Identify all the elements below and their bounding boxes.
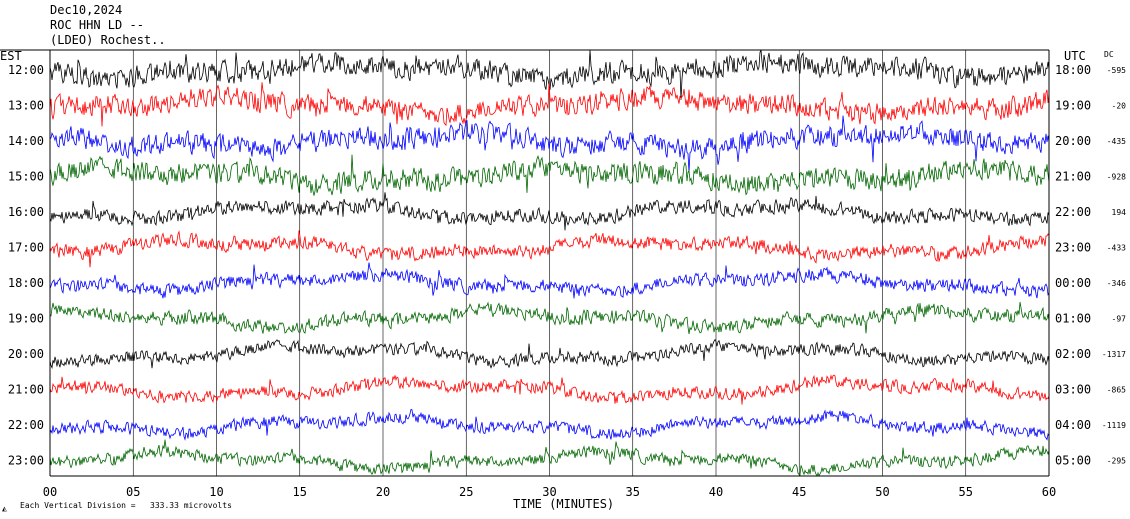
utc-label-0: 18:00 bbox=[1055, 63, 1091, 77]
utc-axis-title: UTC bbox=[1064, 49, 1086, 63]
plot-axes bbox=[0, 49, 1050, 477]
x-tick-label-00: 00 bbox=[43, 485, 57, 499]
x-tick-labels: 00 05 10 15 20 25 30 35 40 45 50 55 60 bbox=[43, 485, 1056, 499]
dc-label-9: -865 bbox=[1107, 386, 1126, 395]
dc-label-10: -1119 bbox=[1102, 421, 1126, 430]
trace-6 bbox=[49, 262, 1050, 299]
est-label-7: 19:00 bbox=[8, 312, 44, 326]
x-tick-label-10: 10 bbox=[209, 485, 223, 499]
est-label-1: 13:00 bbox=[8, 99, 44, 113]
trace-5 bbox=[49, 230, 1050, 268]
trace-10 bbox=[49, 408, 1050, 441]
logo-mark: ◭ bbox=[2, 504, 7, 513]
x-tick-label-05: 05 bbox=[126, 485, 140, 499]
est-label-9: 21:00 bbox=[8, 383, 44, 397]
dc-label-2: -435 bbox=[1107, 137, 1126, 146]
est-label-6: 18:00 bbox=[8, 276, 44, 290]
utc-label-3: 21:00 bbox=[1055, 170, 1091, 184]
est-label-0: 12:00 bbox=[8, 63, 44, 77]
utc-label-1: 19:00 bbox=[1055, 99, 1091, 113]
est-axis-title: EST bbox=[0, 49, 22, 63]
utc-label-9: 03:00 bbox=[1055, 383, 1091, 397]
dc-label-6: -346 bbox=[1107, 279, 1126, 288]
x-tick-label-25: 25 bbox=[459, 485, 473, 499]
x-axis-label: TIME (MINUTES) bbox=[513, 497, 614, 511]
est-label-10: 22:00 bbox=[8, 418, 44, 432]
est-label-2: 14:00 bbox=[8, 134, 44, 148]
dc-label-5: -433 bbox=[1107, 244, 1126, 253]
trace-2 bbox=[49, 115, 1050, 173]
est-label-11: 23:00 bbox=[8, 454, 44, 468]
dc-label-0: -595 bbox=[1107, 66, 1126, 75]
est-label-3: 15:00 bbox=[8, 170, 44, 184]
x-tick-label-20: 20 bbox=[376, 485, 390, 499]
trace-7 bbox=[49, 301, 1050, 335]
trace-11 bbox=[49, 439, 1050, 477]
dc-label-8: -1317 bbox=[1102, 350, 1126, 359]
x-tick-label-40: 40 bbox=[709, 485, 723, 499]
x-tick-label-55: 55 bbox=[959, 485, 973, 499]
utc-label-2: 20:00 bbox=[1055, 134, 1091, 148]
dc-label-11: -295 bbox=[1107, 457, 1126, 466]
x-tick-label-50: 50 bbox=[875, 485, 889, 499]
est-label-8: 20:00 bbox=[8, 347, 44, 361]
scale-value: 333.33 microvolts bbox=[150, 501, 232, 510]
time-gridlines bbox=[132, 50, 967, 476]
dc-axis-title: DC bbox=[1104, 50, 1114, 59]
trace-9 bbox=[49, 374, 1050, 405]
trace-1 bbox=[49, 82, 1050, 127]
seismic-traces bbox=[49, 49, 1050, 477]
scale-prefix: Each Vertical Division = bbox=[20, 501, 136, 510]
trace-4 bbox=[49, 192, 1050, 231]
est-label-5: 17:00 bbox=[8, 241, 44, 255]
est-hour-labels: 12:00 13:00 14:00 15:00 16:00 17:00 18:00 19:00… bbox=[8, 63, 44, 468]
trace-3 bbox=[49, 154, 1050, 196]
x-tick-label-30: 30 bbox=[542, 485, 556, 499]
dc-label-1: -20 bbox=[1112, 102, 1127, 111]
station-label: ROC HHN LD -- bbox=[50, 18, 144, 32]
utc-label-11: 05:00 bbox=[1055, 454, 1091, 468]
trace-8 bbox=[49, 338, 1050, 370]
utc-hour-labels: 18:00 19:00 20:00 21:00 22:00 23:00 00:00 01:00… bbox=[1055, 63, 1091, 468]
dc-label-4: 194 bbox=[1112, 208, 1127, 217]
network-label: (LDEO) Rochest.. bbox=[50, 33, 166, 47]
x-tick-label-45: 45 bbox=[792, 485, 806, 499]
utc-label-5: 23:00 bbox=[1055, 241, 1091, 255]
utc-label-10: 04:00 bbox=[1055, 418, 1091, 432]
utc-label-7: 01:00 bbox=[1055, 312, 1091, 326]
dc-label-7: -97 bbox=[1112, 315, 1127, 324]
utc-label-6: 00:00 bbox=[1055, 276, 1091, 290]
dc-offset-labels: -595 -20 -435 -928 194 -433 -346 -97 -1317 -865 -1… bbox=[1102, 66, 1126, 466]
date-label: Dec10,2024 bbox=[50, 3, 123, 17]
utc-label-4: 22:00 bbox=[1055, 205, 1091, 219]
x-tick-label-35: 35 bbox=[626, 485, 640, 499]
utc-label-8: 02:00 bbox=[1055, 347, 1091, 361]
x-tick-label-60: 60 bbox=[1042, 485, 1056, 499]
x-tick-label-15: 15 bbox=[293, 485, 307, 499]
dc-label-3: -928 bbox=[1107, 173, 1126, 182]
est-label-4: 16:00 bbox=[8, 205, 44, 219]
